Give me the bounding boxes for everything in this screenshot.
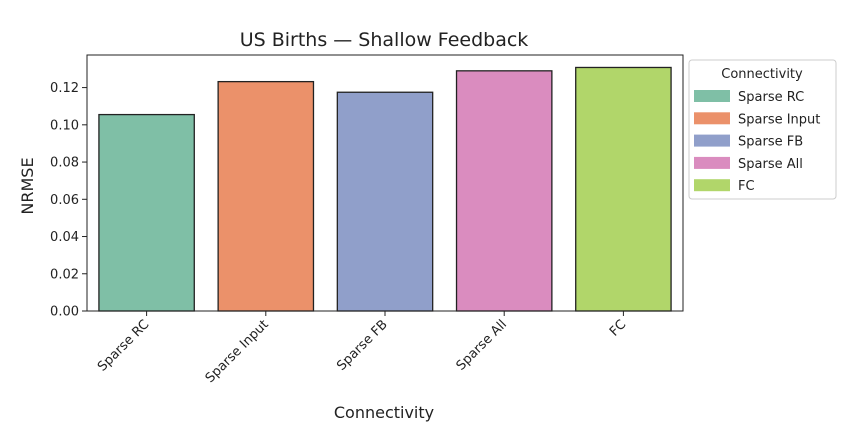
legend-label: Sparse FB [738,135,803,150]
y-tick-label: 0.06 [50,193,79,208]
legend-swatch [694,156,730,169]
y-tick-label: 0.00 [50,305,79,320]
legend-swatch [694,112,730,125]
legend-swatch [694,134,730,147]
bar-sparse-rc [98,113,195,312]
x-tick-label: Sparse All [454,317,510,373]
bar-sparse-all [455,70,553,312]
legend-items: Sparse RC Sparse Input Sparse FB Sparse All… [694,90,820,194]
bar-sparse-fb [336,91,434,312]
legend-label: Sparse All [738,157,803,172]
legend-swatch [694,179,730,192]
legend-label: Sparse RC [738,90,804,105]
y-tick-label: 0.02 [50,267,79,282]
legend-label: Sparse Input [738,112,820,127]
legend-label: FC [738,179,755,194]
y-tick-label: 0.04 [50,230,79,245]
y-tick-label: 0.10 [50,118,79,133]
x-tick-label: Sparse FB [334,317,391,374]
bar-sparse-input [217,80,315,312]
chart-title: US Births — Shallow Feedback [240,29,529,51]
y-axis-label: NRMSE [18,157,37,214]
x-tick-label: FC [607,317,629,339]
legend-swatch [694,90,730,102]
y-tick-label: 0.08 [50,156,79,171]
x-axis-label: Connectivity [334,403,434,422]
x-tick-label: Sparse RC [95,317,152,374]
bar-fc [575,66,672,312]
x-tick-label: Sparse Input [203,317,272,386]
y-tick-label: 0.12 [50,81,79,96]
plot-area: 0.00 0.02 0.04 0.06 0.08 0.10 0.12 Sparse RC Spa… [50,54,684,386]
legend-title: Connectivity [721,67,803,82]
